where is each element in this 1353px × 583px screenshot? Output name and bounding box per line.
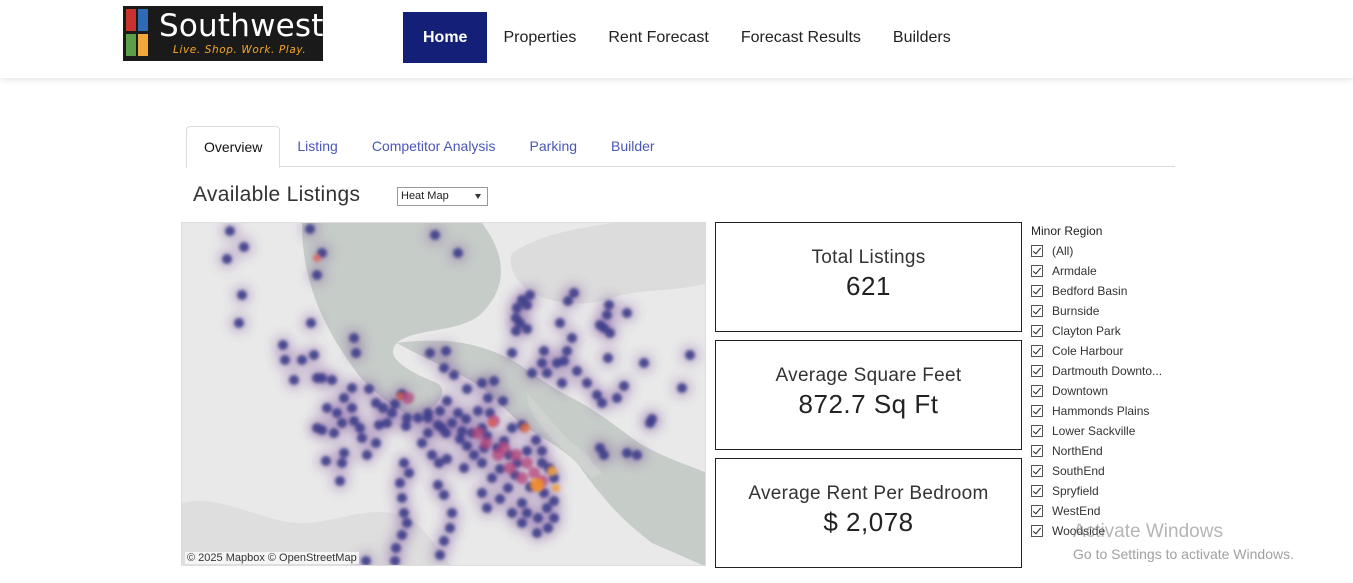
nav-properties[interactable]: Properties bbox=[503, 28, 577, 46]
filter-option[interactable]: Bedford Basin bbox=[1031, 281, 1191, 301]
filter-option-label: Burnside bbox=[1052, 304, 1100, 318]
nav-forecast-results[interactable]: Forecast Results bbox=[740, 28, 861, 46]
logo-wordmark: Southwest bbox=[159, 8, 324, 44]
filter-option[interactable]: SouthEnd bbox=[1031, 461, 1191, 481]
heat-map-canvas bbox=[182, 223, 705, 565]
kpi-value: $ 2,078 bbox=[823, 507, 914, 537]
kpi-total-listings: Total Listings 621 bbox=[715, 222, 1022, 332]
checkbox-checked-icon[interactable] bbox=[1031, 465, 1043, 477]
filter-option[interactable]: Downtown bbox=[1031, 381, 1191, 401]
kpi-value: 621 bbox=[846, 271, 891, 301]
windows-activation-subtitle: Go to Settings to activate Windows. bbox=[1073, 546, 1294, 562]
checkbox-checked-icon[interactable] bbox=[1031, 445, 1043, 457]
checkbox-checked-icon[interactable] bbox=[1031, 325, 1043, 337]
filter-title: Minor Region bbox=[1031, 224, 1103, 238]
logo-mark-icon bbox=[126, 9, 151, 58]
filter-option-label: WestEnd bbox=[1052, 504, 1101, 518]
nav-rent-forecast[interactable]: Rent Forecast bbox=[608, 28, 709, 46]
checkbox-checked-icon[interactable] bbox=[1031, 525, 1043, 537]
filter-option[interactable]: Hammonds Plains bbox=[1031, 401, 1191, 421]
map-view-select[interactable]: Heat Map bbox=[397, 187, 488, 206]
kpi-label: Average Square Feet bbox=[775, 365, 962, 386]
checkbox-checked-icon[interactable] bbox=[1031, 405, 1043, 417]
checkbox-checked-icon[interactable] bbox=[1031, 505, 1043, 517]
nav-home[interactable]: Home bbox=[403, 12, 488, 63]
kpi-label: Total Listings bbox=[811, 247, 926, 268]
filter-option-label: Woodside bbox=[1052, 524, 1106, 538]
filter-option[interactable]: Dartmouth Downto... bbox=[1031, 361, 1191, 381]
tab-builder[interactable]: Builder bbox=[611, 137, 655, 154]
tab-parking[interactable]: Parking bbox=[529, 137, 578, 154]
filter-option[interactable]: Burnside bbox=[1031, 301, 1191, 321]
filter-option[interactable]: (All) bbox=[1031, 241, 1191, 261]
filter-option-label: NorthEnd bbox=[1052, 444, 1103, 458]
minor-region-filter: Minor Region (All) Armdale Bedford Basin Bu… bbox=[1031, 224, 1191, 541]
checkbox-checked-icon[interactable] bbox=[1031, 305, 1043, 317]
checkbox-checked-icon[interactable] bbox=[1031, 365, 1043, 377]
filter-option[interactable]: Clayton Park bbox=[1031, 321, 1191, 341]
checkbox-checked-icon[interactable] bbox=[1031, 425, 1043, 437]
filter-option-label: Hammonds Plains bbox=[1052, 404, 1150, 418]
tab-overview[interactable]: Overview bbox=[186, 126, 281, 168]
filter-option[interactable]: Spryfield bbox=[1031, 481, 1191, 501]
map-attribution: © 2025 Mapbox © OpenStreetMap bbox=[185, 552, 359, 564]
heat-map[interactable]: © 2025 Mapbox © OpenStreetMap bbox=[181, 222, 706, 566]
available-listings-title: Available Listings bbox=[193, 183, 361, 206]
filter-option-label: Spryfield bbox=[1052, 484, 1099, 498]
dashboard-tabs: Overview Listing Competitor Analysis Par… bbox=[186, 126, 1175, 168]
main-nav: Home Properties Rent Forecast Forecast R… bbox=[403, 12, 967, 63]
filter-option[interactable]: Armdale bbox=[1031, 261, 1191, 281]
checkbox-checked-icon[interactable] bbox=[1031, 265, 1043, 277]
tab-competitor-analysis[interactable]: Competitor Analysis bbox=[371, 137, 496, 154]
filter-option-label: Clayton Park bbox=[1052, 324, 1121, 338]
tab-listing[interactable]: Listing bbox=[297, 137, 338, 154]
filter-option[interactable]: WestEnd bbox=[1031, 501, 1191, 521]
kpi-label: Average Rent Per Bedroom bbox=[748, 483, 989, 504]
filter-option[interactable]: Woodside bbox=[1031, 521, 1191, 541]
filter-option[interactable]: Cole Harbour bbox=[1031, 341, 1191, 361]
filter-option-label: (All) bbox=[1052, 244, 1074, 258]
filter-option-label: SouthEnd bbox=[1052, 464, 1105, 478]
checkbox-checked-icon[interactable] bbox=[1031, 345, 1043, 357]
filter-option[interactable]: Lower Sackville bbox=[1031, 421, 1191, 441]
filter-option[interactable]: NorthEnd bbox=[1031, 441, 1191, 461]
kpi-average-rent-per-bedroom: Average Rent Per Bedroom $ 2,078 bbox=[715, 458, 1022, 568]
chevron-down-icon bbox=[475, 194, 481, 199]
southwest-logo[interactable]: Southwest Live. Shop. Work. Play. bbox=[123, 6, 323, 61]
checkbox-checked-icon[interactable] bbox=[1031, 385, 1043, 397]
filter-option-label: Bedford Basin bbox=[1052, 284, 1128, 298]
filter-option-label: Cole Harbour bbox=[1052, 344, 1124, 358]
filter-list: (All) Armdale Bedford Basin Burnside Clayton… bbox=[1031, 241, 1191, 541]
map-view-select-value: Heat Map bbox=[401, 190, 449, 202]
top-header: Southwest Live. Shop. Work. Play. Home P… bbox=[0, 0, 1353, 78]
filter-option-label: Lower Sackville bbox=[1052, 424, 1136, 438]
filter-option-label: Dartmouth Downto... bbox=[1052, 364, 1163, 378]
checkbox-checked-icon[interactable] bbox=[1031, 285, 1043, 297]
checkbox-checked-icon[interactable] bbox=[1031, 245, 1043, 257]
kpi-average-square-feet: Average Square Feet 872.7 Sq Ft bbox=[715, 340, 1022, 450]
windows-activation-title: Activate Windows bbox=[1073, 521, 1223, 542]
filter-option-label: Downtown bbox=[1052, 384, 1109, 398]
nav-builders[interactable]: Builders bbox=[892, 28, 951, 46]
checkbox-checked-icon[interactable] bbox=[1031, 485, 1043, 497]
kpi-value: 872.7 Sq Ft bbox=[798, 389, 939, 419]
logo-tagline: Live. Shop. Work. Play. bbox=[173, 44, 307, 56]
filter-option-label: Armdale bbox=[1052, 264, 1097, 278]
